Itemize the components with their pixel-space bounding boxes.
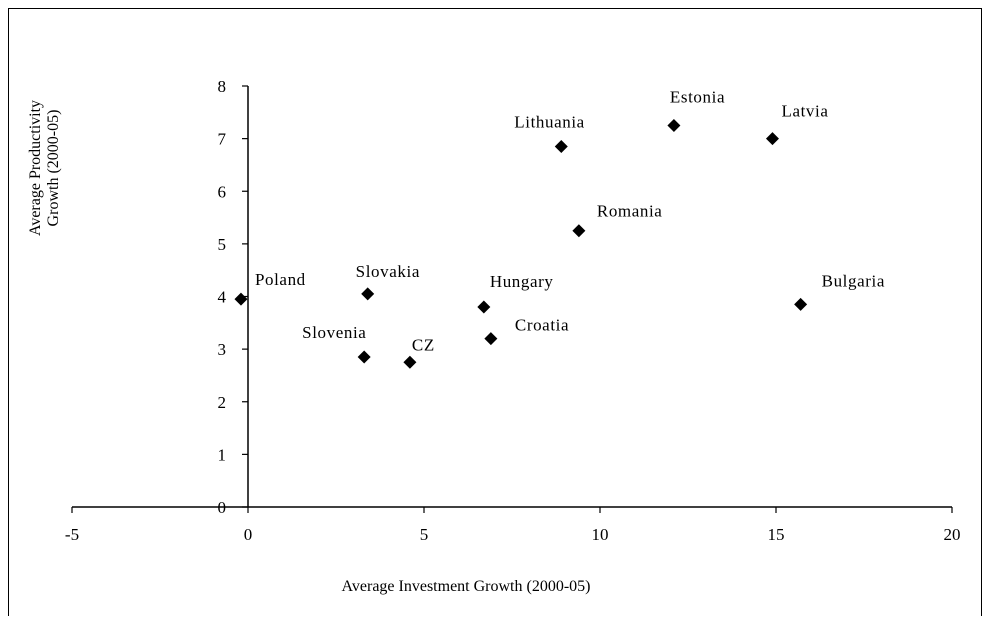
data-point-latvia <box>765 132 779 146</box>
y-tick-label: 3 <box>218 340 227 359</box>
y-tick-label: 4 <box>218 288 227 307</box>
y-axis-title-line-2: Growth (2000-05) <box>45 110 62 227</box>
data-point-romania <box>572 224 586 238</box>
point-label-slovakia: Slovakia <box>356 262 420 281</box>
x-tick-label: 0 <box>244 525 253 544</box>
point-label-latvia: Latvia <box>781 102 828 121</box>
point-label-hungary: Hungary <box>490 272 554 291</box>
data-point-slovenia <box>357 350 371 364</box>
y-tick-label: 7 <box>218 130 227 149</box>
chart-frame <box>8 8 982 616</box>
data-point-lithuania <box>554 140 568 154</box>
y-tick-label: 5 <box>218 235 227 254</box>
data-points <box>234 118 808 369</box>
y-tick-label: 1 <box>218 445 227 464</box>
x-tick-label: -5 <box>65 525 79 544</box>
data-point-cz <box>403 355 417 369</box>
point-labels: Poland Slovakia Slovenia CZ Hungary Croatia Li… <box>255 87 885 354</box>
point-label-lithuania: Lithuania <box>514 113 585 132</box>
point-label-estonia: Estonia <box>670 87 725 106</box>
point-label-cz: CZ <box>412 335 435 354</box>
data-point-croatia <box>484 332 498 346</box>
point-label-bulgaria: Bulgaria <box>822 271 885 290</box>
point-label-romania: Romania <box>597 202 663 221</box>
data-point-poland <box>234 292 248 306</box>
point-label-slovenia: Slovenia <box>302 323 366 342</box>
y-axis-title-line-1: Average Productivity <box>27 100 44 236</box>
y-tick-label: 0 <box>218 498 227 517</box>
data-point-hungary <box>477 300 491 314</box>
x-tick-label: 20 <box>944 525 961 544</box>
y-tick-label: 8 <box>218 77 227 96</box>
data-point-bulgaria <box>794 297 808 311</box>
point-label-poland: Poland <box>255 270 306 289</box>
tick-labels: -5 0 5 10 15 20 0 1 2 3 4 5 6 7 8 <box>65 77 961 544</box>
x-tick-label: 10 <box>592 525 609 544</box>
y-tick-label: 2 <box>218 393 227 412</box>
data-point-estonia <box>667 118 681 132</box>
y-tick-label: 6 <box>218 182 227 201</box>
x-tick-label: 15 <box>768 525 785 544</box>
y-axis-title: Average Productivity Growth (2000-05) <box>27 100 62 236</box>
x-tick-label: 5 <box>420 525 429 544</box>
data-point-slovakia <box>361 287 375 301</box>
point-label-croatia: Croatia <box>515 316 569 335</box>
x-axis-title: Average Investment Growth (2000-05) <box>342 578 591 595</box>
axes <box>71 85 953 513</box>
